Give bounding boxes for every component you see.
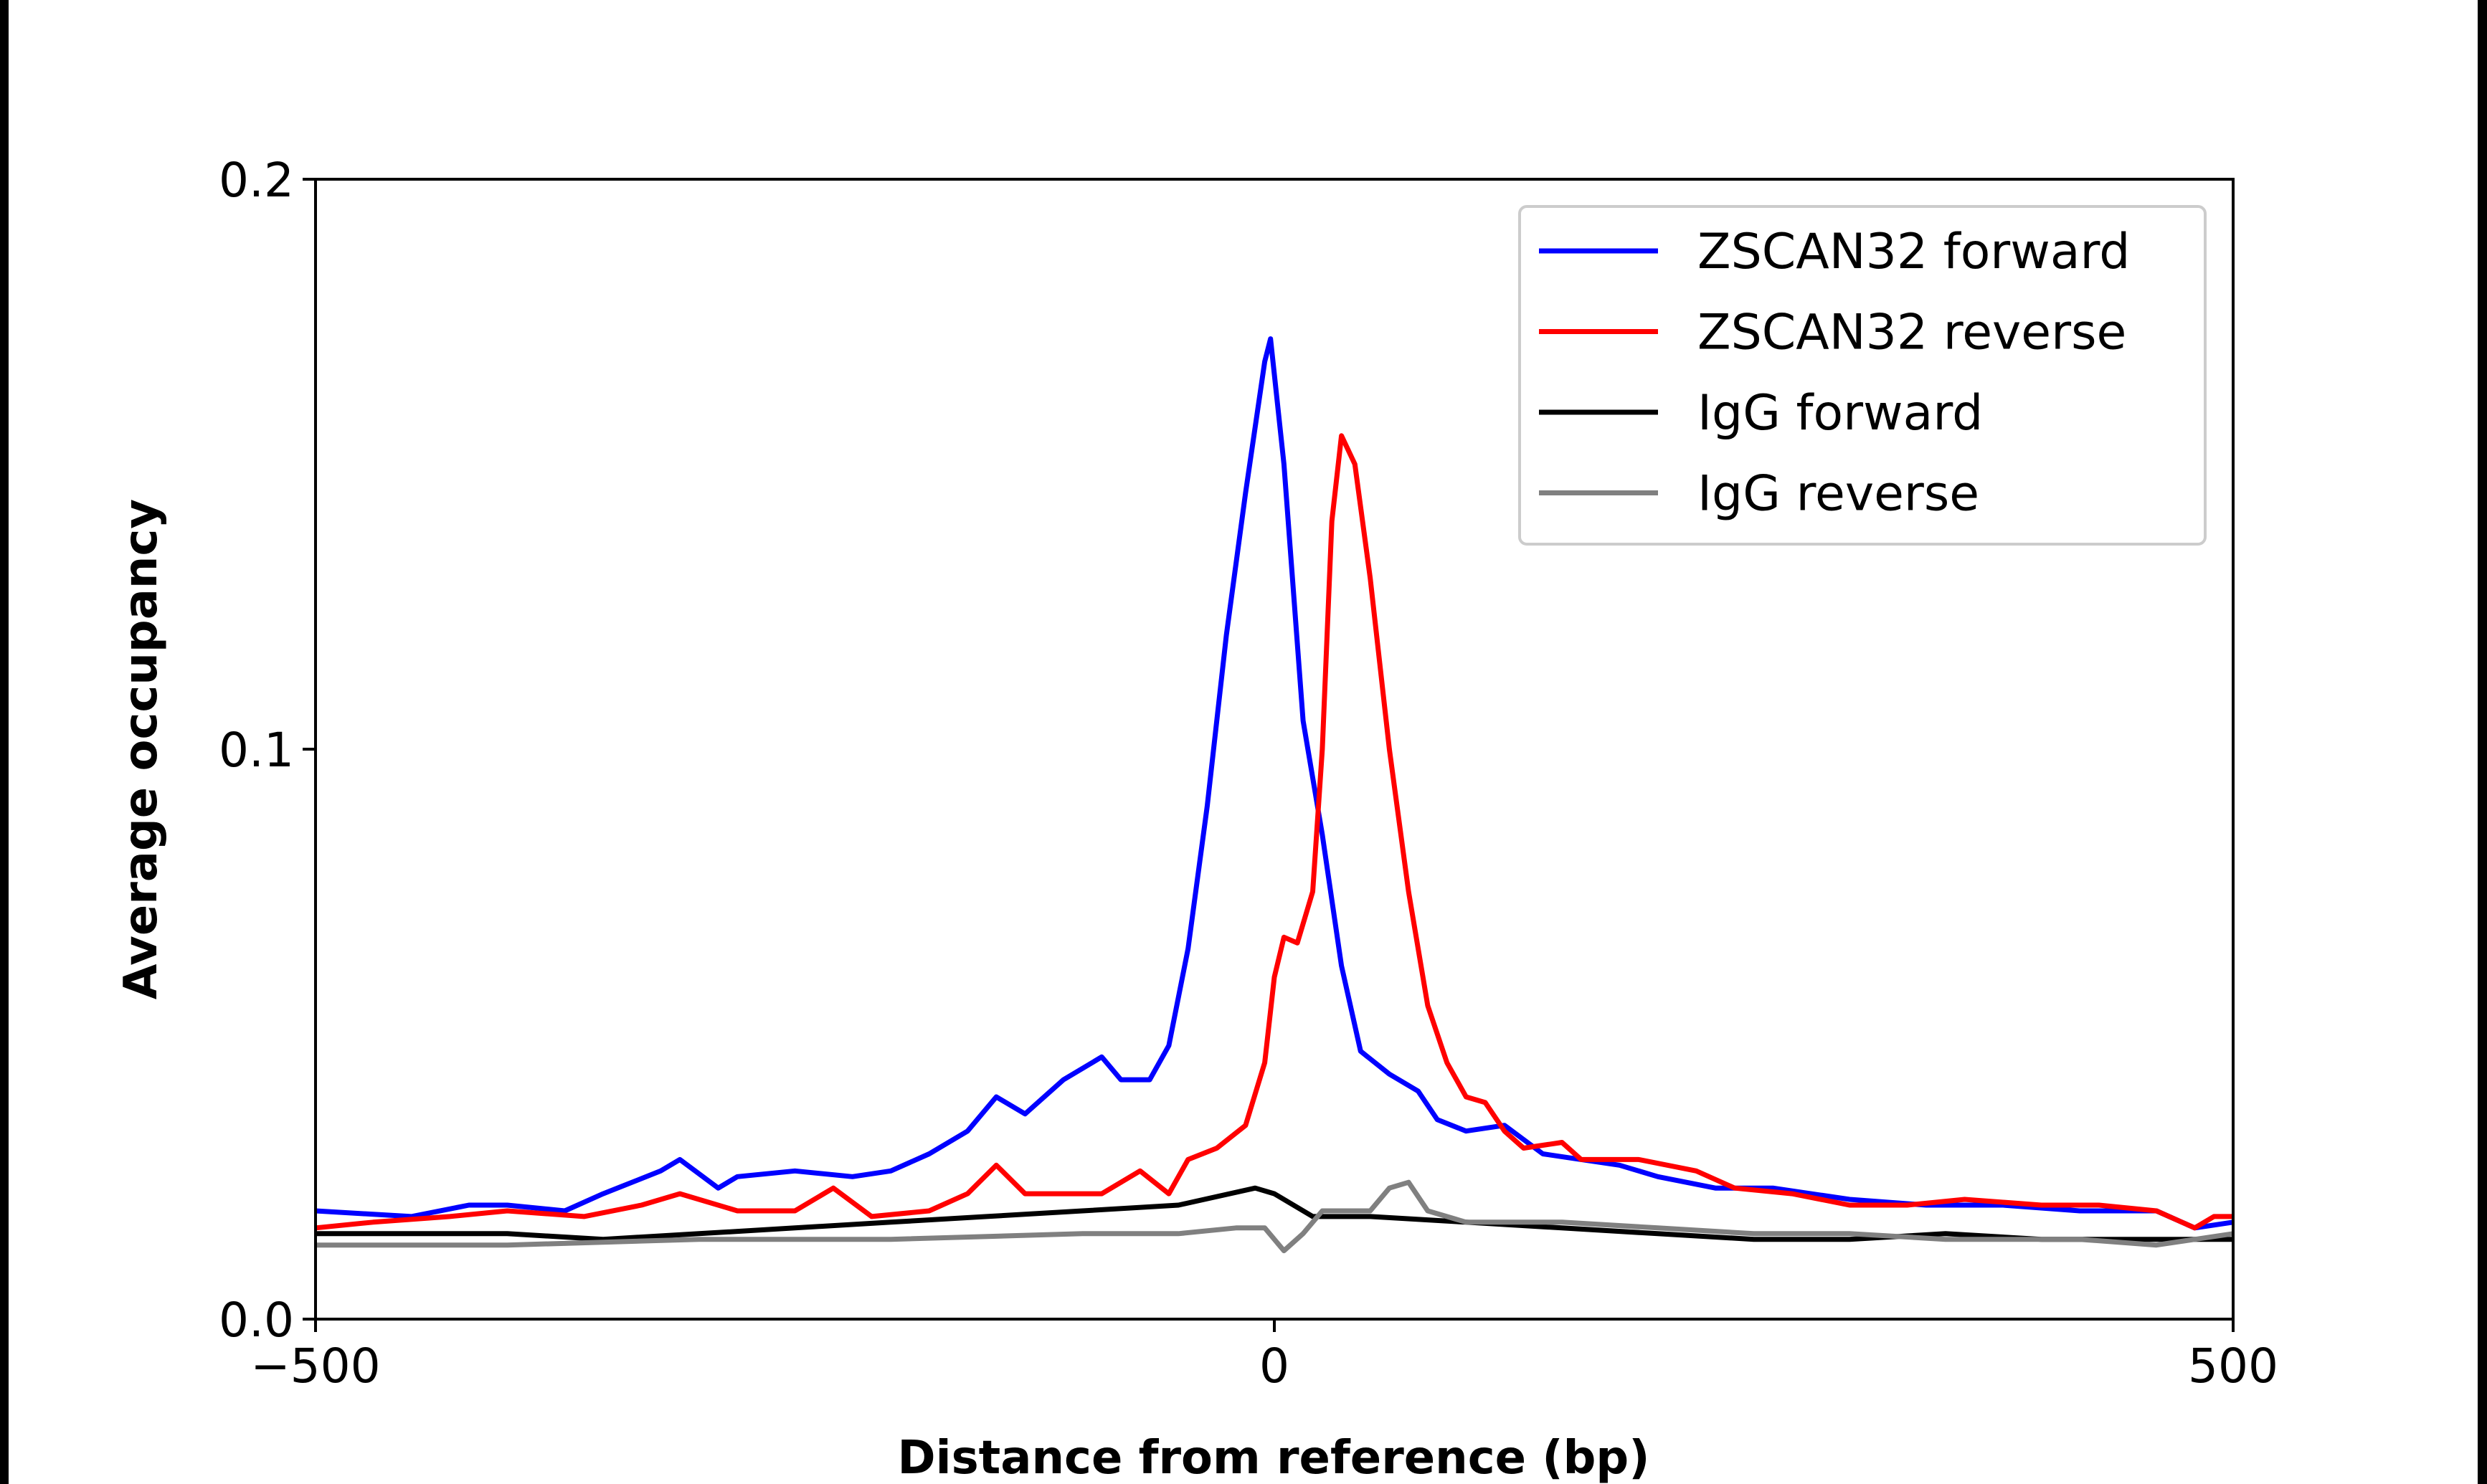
y-tick-label: 0.0 — [219, 1293, 294, 1348]
series-line-zscan32-forward — [315, 336, 2234, 1231]
series-line-zscan32-reverse — [315, 433, 2233, 1231]
ticks: −500 0 500 0.0 0.1 0.2 — [219, 153, 2278, 1394]
series-lines — [315, 336, 2234, 1254]
left-border — [0, 0, 9, 1484]
right-border — [2478, 0, 2487, 1484]
legend-label: ZSCAN32 reverse — [1697, 305, 2126, 361]
legend-label: IgG reverse — [1697, 466, 1979, 523]
y-axis-label: Average occupancy — [115, 499, 168, 999]
legend-box — [1518, 205, 2207, 546]
y-tick-label: 0.2 — [219, 153, 294, 208]
x-axis-label: Distance from reference (bp) — [898, 1432, 1650, 1484]
series-line-igg-reverse — [316, 1179, 2234, 1254]
x-tick-label: 500 — [2188, 1338, 2278, 1394]
x-tick-label: 0 — [1259, 1338, 1289, 1394]
legend-label: ZSCAN32 forward — [1697, 224, 2130, 280]
legend: ZSCAN32 forward ZSCAN32 reverse IgG forwar… — [1518, 205, 2207, 546]
legend-label: IgG forward — [1697, 385, 1983, 442]
x-tick-label: −500 — [250, 1338, 380, 1394]
y-tick-label: 0.1 — [219, 723, 294, 778]
